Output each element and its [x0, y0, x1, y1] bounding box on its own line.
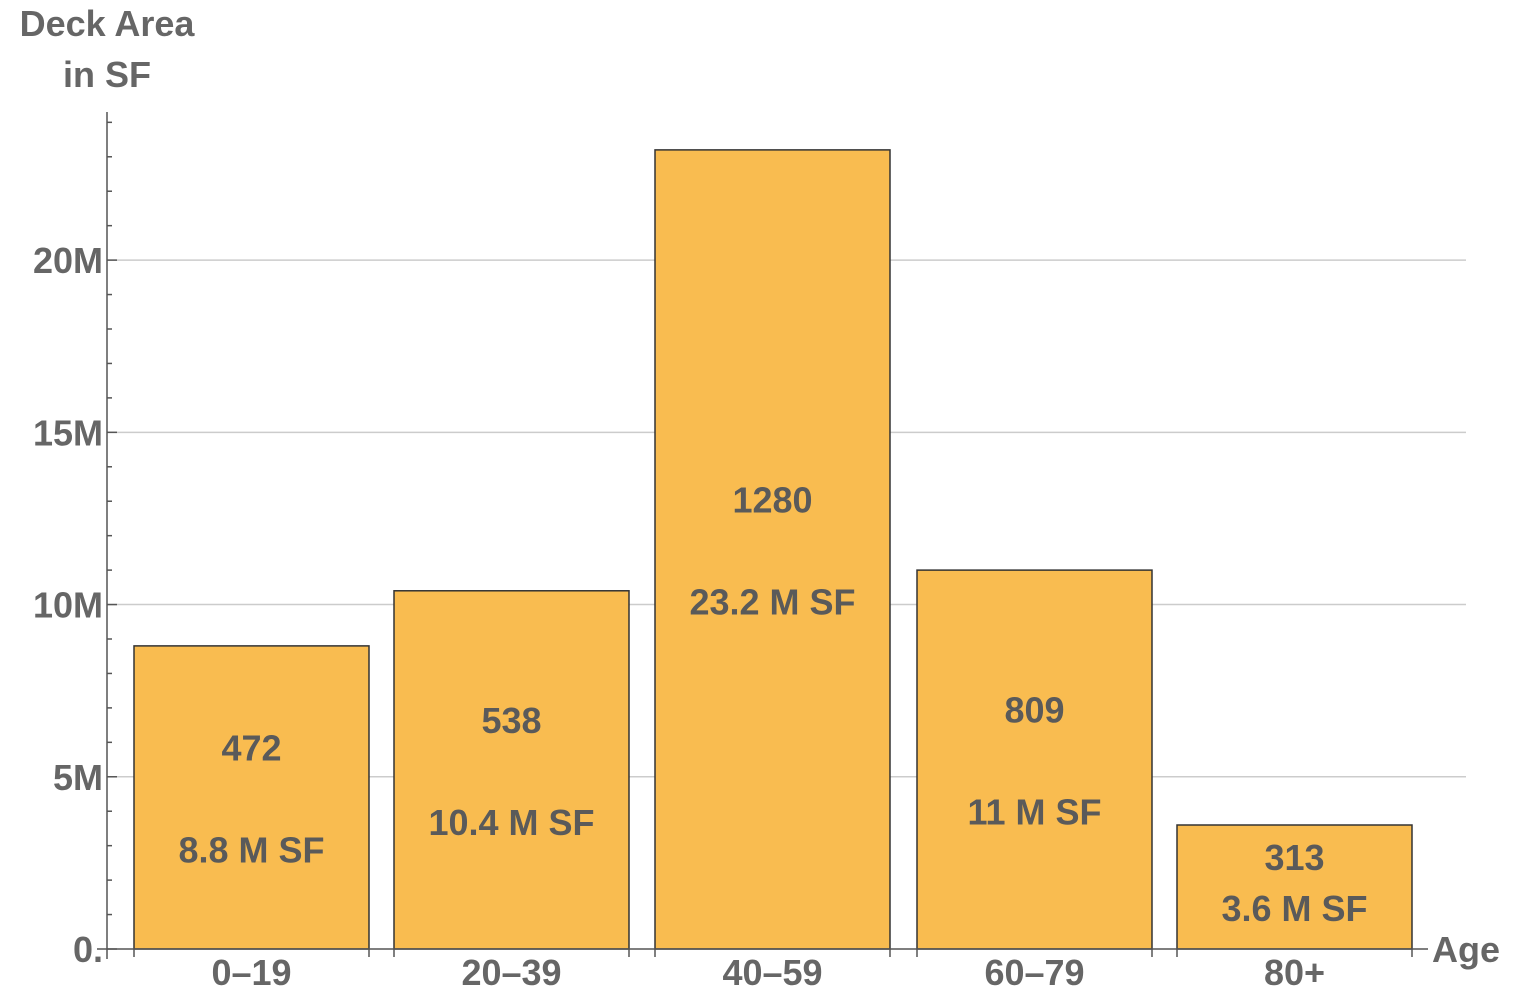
y-axis-title-line1: Deck Area	[20, 3, 196, 44]
bar-area-label: 11 M SF	[967, 792, 1101, 833]
bar	[393, 590, 630, 950]
x-tick-label: 0–19	[211, 952, 291, 991]
bar	[133, 645, 370, 950]
x-tick-label: 80+	[1264, 952, 1325, 991]
bar-count-label: 809	[1004, 690, 1064, 731]
y-tick-label: 15M	[33, 412, 103, 453]
bar-area-label: 23.2 M SF	[689, 581, 855, 622]
bar	[654, 149, 891, 950]
y-tick-label: 10M	[33, 585, 103, 626]
bar	[1176, 824, 1413, 950]
bar-area-label: 3.6 M SF	[1221, 888, 1367, 929]
bars	[133, 149, 1413, 950]
bar-count-label: 313	[1264, 837, 1324, 878]
bar-count-label: 472	[221, 727, 281, 768]
bar-area-label: 8.8 M SF	[178, 829, 324, 870]
x-axis-title: Age	[1432, 929, 1500, 970]
bar	[916, 569, 1153, 950]
y-axis-title-line2: in SF	[63, 54, 151, 95]
bar-labels: 472 8.8 M SF 538 10.4 M SF 1280 23.2 M SF 809 1…	[178, 479, 1367, 929]
y-tick-label: 5M	[53, 757, 103, 798]
ticks: 0. 5M 10M 15M 20M 0–19 20–39 40–59 60–79 80+	[33, 121, 1413, 991]
bar-area-label: 10.4 M SF	[428, 802, 594, 843]
bar-count-label: 1280	[732, 479, 812, 520]
y-tick-label: 0.	[73, 929, 103, 970]
y-tick-label: 20M	[33, 240, 103, 281]
bar-count-label: 538	[481, 700, 541, 741]
x-tick-label: 40–59	[722, 952, 822, 991]
x-tick-label: 60–79	[984, 952, 1084, 991]
x-tick-label: 20–39	[461, 952, 561, 991]
